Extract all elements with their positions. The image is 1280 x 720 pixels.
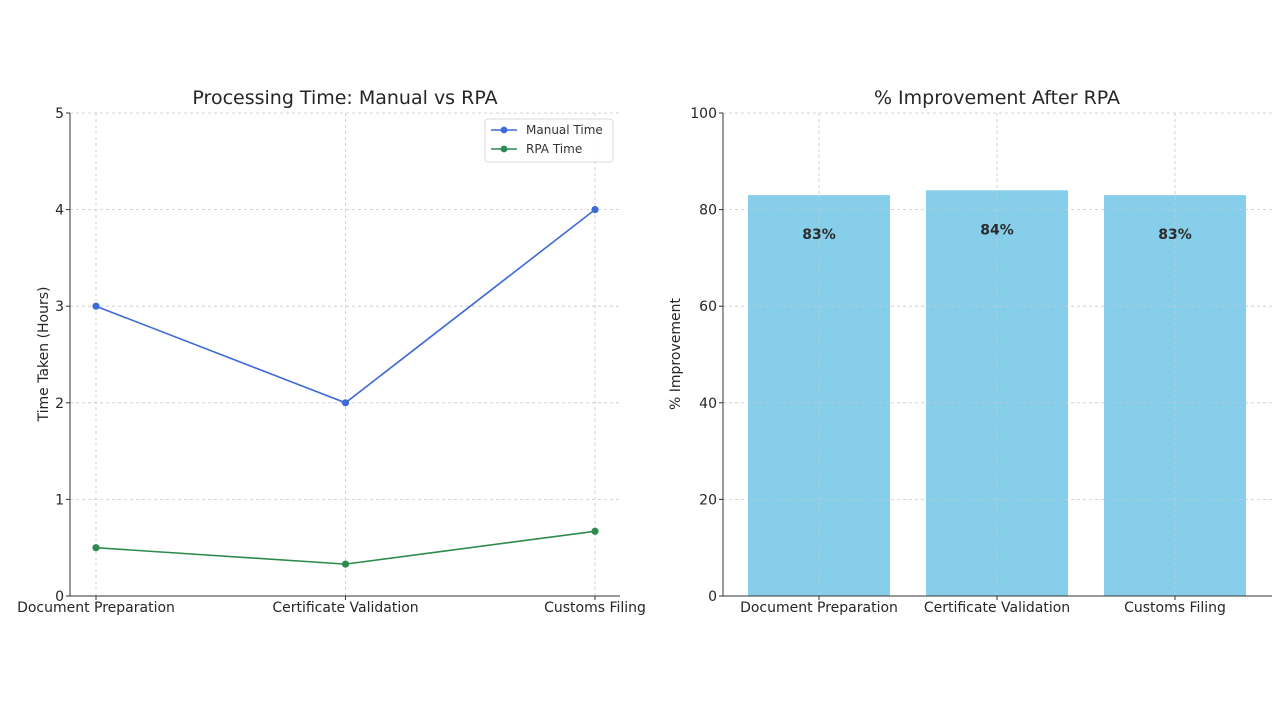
line-chart-y-axis-label: Time Taken (Hours) xyxy=(36,286,52,422)
bar-chart-y-tick-label: 40 xyxy=(699,396,717,412)
bar-chart-data-labels: 83% 84% 83% xyxy=(802,222,1192,243)
line-chart-y-tick-label: 3 xyxy=(55,299,64,315)
bar-chart-y-tick-label: 80 xyxy=(699,203,717,219)
series-point-rpa-time xyxy=(92,544,100,552)
series-point-rpa-time xyxy=(341,560,350,568)
series-point-manual-time xyxy=(591,206,599,214)
line-chart-x-tick-label: Certificate Validation xyxy=(272,600,418,616)
series-point-rpa-time xyxy=(591,527,599,535)
bar-data-label: 83% xyxy=(802,227,836,243)
bar-data-label: 83% xyxy=(1158,227,1192,243)
line-chart-y-tick-label: 4 xyxy=(55,203,64,219)
line-chart-axes xyxy=(69,113,620,597)
legend-label-rpa-time: RPA Time xyxy=(526,142,582,156)
line-chart-y-tick-label: 1 xyxy=(55,492,64,508)
bar-chart-x-tick-label: Certificate Validation xyxy=(924,600,1070,616)
bar-chart-x-ticks: Document Preparation Certificate Validati… xyxy=(740,596,1226,616)
series-point-manual-time xyxy=(92,302,100,310)
bar-chart-y-tick-label: 20 xyxy=(699,492,717,508)
legend-label-manual-time: Manual Time xyxy=(526,123,603,137)
series-point-manual-time xyxy=(341,399,350,407)
line-chart-y-tick-label: 5 xyxy=(55,106,64,122)
legend-marker-rpa-time xyxy=(500,145,508,153)
bar-chart-y-axis-label: % Improvement xyxy=(668,298,684,410)
line-chart-x-ticks: Document Preparation Certificate Validati… xyxy=(17,596,646,616)
line-chart-y-tick-label: 0 xyxy=(55,589,64,605)
bar-chart-x-tick-label: Document Preparation xyxy=(740,600,898,616)
line-chart-x-tick-label: Document Preparation xyxy=(17,600,175,616)
bar-chart-y-ticks: 0 20 40 60 80 100 xyxy=(690,106,723,605)
bar-chart-title: % Improvement After RPA xyxy=(874,87,1120,109)
line-chart-x-tick-label: Customs Filing xyxy=(544,600,646,616)
bar-chart-x-tick-label: Customs Filing xyxy=(1124,600,1226,616)
processing-time-line-chart: Processing Time: Manual vs RPA 0 1 2 3 4 5 Do… xyxy=(17,87,646,616)
improvement-bar-chart: % Improvement After RPA 0 20 40 60 80 100 Doc… xyxy=(668,87,1272,616)
line-chart-y-ticks: 0 1 2 3 4 5 xyxy=(55,106,70,605)
bar-data-label: 84% xyxy=(980,222,1014,238)
legend-marker-manual-time xyxy=(500,126,508,134)
line-chart-title: Processing Time: Manual vs RPA xyxy=(192,87,497,109)
line-chart-grid xyxy=(70,112,620,597)
bar-chart-y-tick-label: 0 xyxy=(708,589,717,605)
bar-chart-y-tick-label: 100 xyxy=(690,106,717,122)
line-chart-y-tick-label: 2 xyxy=(55,396,64,412)
bar-chart-y-tick-label: 60 xyxy=(699,299,717,315)
line-chart-legend: Manual Time RPA Time xyxy=(484,118,614,163)
line-chart-series xyxy=(92,206,599,568)
